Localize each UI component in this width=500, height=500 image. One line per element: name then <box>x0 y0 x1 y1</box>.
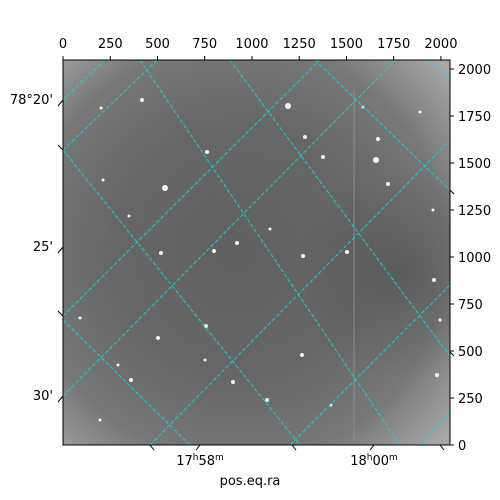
star <box>159 251 163 255</box>
star <box>432 278 436 282</box>
right-tick-label: 1750 <box>458 110 491 125</box>
star <box>116 363 120 367</box>
right-tick-label: 1250 <box>458 204 491 219</box>
star <box>127 214 131 218</box>
left-tick-label: 25' <box>33 240 53 255</box>
left-tick <box>57 246 64 254</box>
star <box>101 178 105 182</box>
star <box>205 150 209 154</box>
right-tick-label: 1000 <box>458 251 491 266</box>
star <box>268 227 272 231</box>
right-tick-label: 750 <box>458 298 483 313</box>
star <box>435 373 439 377</box>
left-minor-tick <box>57 310 64 317</box>
left-axis: 78°20' 25' 30' <box>10 93 64 404</box>
star <box>301 254 305 258</box>
bottom-tick <box>369 444 375 451</box>
right-tick-label: 0 <box>458 439 466 454</box>
left-minor-tick <box>57 144 64 151</box>
right-tick-label: 2000 <box>458 63 491 78</box>
top-tick-label: 2000 <box>424 37 457 52</box>
star <box>204 324 208 328</box>
coordinate-grid <box>63 60 450 445</box>
plot-frame <box>62 59 451 446</box>
bottom-minor-tick <box>439 444 445 451</box>
star <box>231 380 235 384</box>
star <box>235 241 239 245</box>
top-tick-label: 1750 <box>377 37 410 52</box>
top-tick-label: 1500 <box>330 37 363 52</box>
star <box>140 98 144 102</box>
right-minor-tick <box>449 351 455 357</box>
top-tick-label: 0 <box>59 37 67 52</box>
star <box>78 316 82 320</box>
star <box>300 353 304 357</box>
top-axis: 0 250 500 750 1000 1250 1500 1750 2000 <box>59 37 457 60</box>
grid-line <box>314 60 450 192</box>
top-tick-label: 1000 <box>235 37 268 52</box>
star <box>212 249 216 253</box>
star <box>303 135 307 139</box>
top-tick-label: 750 <box>192 37 217 52</box>
right-tick-label: 250 <box>458 392 483 407</box>
star <box>162 185 168 191</box>
top-tick-label: 250 <box>98 37 123 52</box>
sky-image-noise <box>63 60 450 445</box>
image-panel <box>62 59 451 446</box>
grid-line <box>139 60 401 445</box>
star <box>203 358 207 362</box>
grid-line <box>63 60 159 151</box>
star <box>129 378 133 382</box>
left-tick <box>57 99 64 107</box>
grid-line <box>289 284 450 445</box>
grid-line <box>63 60 106 101</box>
star <box>98 418 102 422</box>
star <box>431 208 435 212</box>
star <box>156 336 160 340</box>
star <box>438 318 442 322</box>
bottom-minor-tick <box>291 444 297 451</box>
top-tick-label: 1250 <box>283 37 316 52</box>
left-tick-label: 30' <box>33 389 53 404</box>
bottom-axis: 17h58m 18h00m <box>149 189 455 469</box>
left-tick-label: 78°20' <box>10 93 53 108</box>
grid-line <box>419 410 450 445</box>
left-tick <box>57 395 64 403</box>
bottom-tick-label: 18h00m <box>350 453 398 469</box>
star <box>373 157 379 163</box>
star <box>376 137 380 141</box>
grid-line <box>429 60 450 81</box>
grid-line <box>63 149 301 445</box>
right-tick-label: 1500 <box>458 157 491 172</box>
x-axis-title: pos.eq.ra <box>219 474 281 489</box>
star <box>99 106 103 110</box>
star <box>321 155 325 159</box>
bottom-tick <box>195 444 201 451</box>
star <box>265 398 269 402</box>
bottom-minor-tick <box>149 444 155 451</box>
grid-line <box>63 60 321 317</box>
grid-line <box>149 139 450 445</box>
top-tick-label: 500 <box>145 37 170 52</box>
right-axis: 0 250 500 750 1000 1250 1500 1750 2000 <box>450 63 491 454</box>
grid-line <box>63 60 397 397</box>
bottom-tick-label: 17h58m <box>176 453 224 469</box>
right-tick-label: 500 <box>458 345 483 360</box>
star <box>386 182 390 186</box>
stars <box>78 98 442 422</box>
star <box>285 103 291 109</box>
right-minor-tick <box>449 189 455 195</box>
star <box>418 110 422 114</box>
star <box>345 250 349 254</box>
grid-line <box>229 60 450 358</box>
